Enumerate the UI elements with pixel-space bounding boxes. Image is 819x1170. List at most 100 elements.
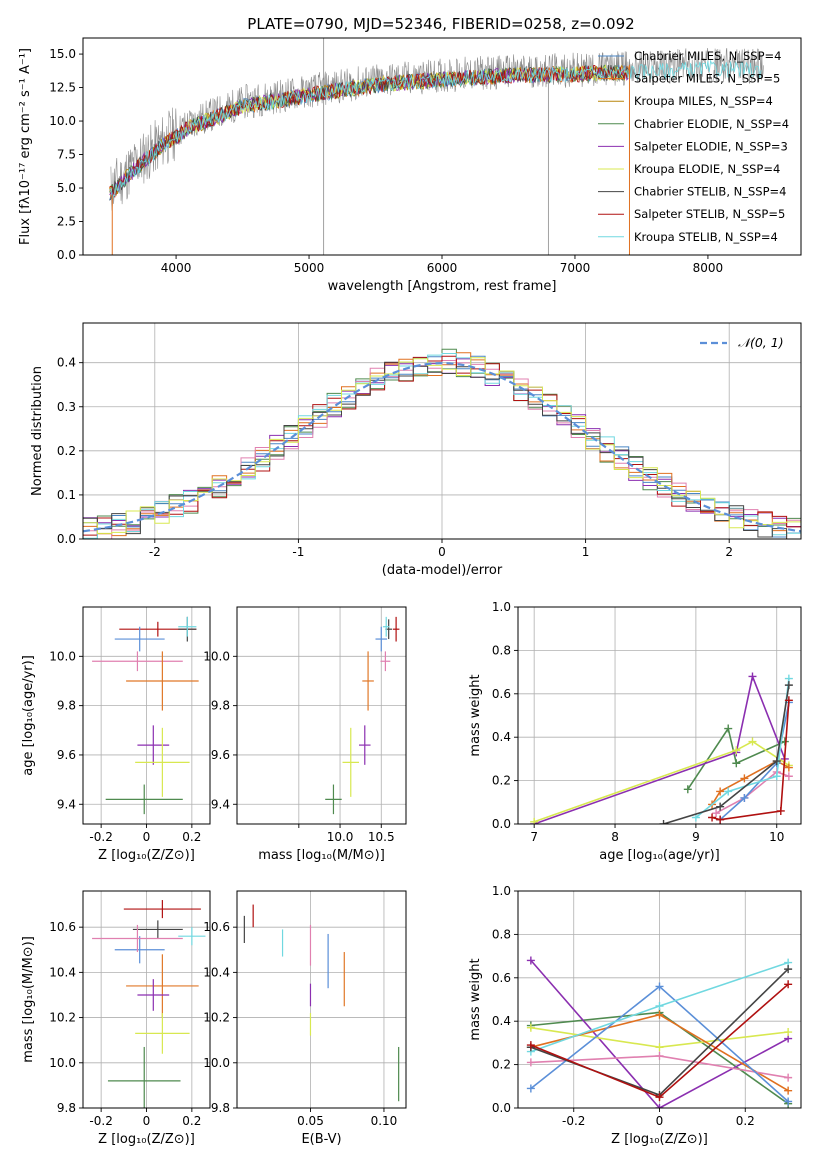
y-tick-label: 0.8	[492, 927, 511, 941]
weight-series-2	[530, 959, 789, 1108]
histogram-series-9	[83, 357, 801, 539]
y-tick-label: 0.2	[492, 774, 511, 788]
x-axis-label: (data-model)/error	[382, 563, 503, 578]
legend-label: Kroupa ELODIE, N_SSP=4	[634, 162, 780, 176]
weight-marker	[716, 787, 725, 796]
weight-marker	[683, 785, 692, 794]
x-tick-label: 0.2	[182, 1114, 201, 1128]
weight-series-1	[687, 726, 786, 790]
weight-marker	[655, 1010, 664, 1019]
plot-area	[92, 616, 199, 815]
weight-marker	[655, 1002, 664, 1011]
normal-curve-line	[83, 361, 801, 533]
y-tick-label: 0.6	[492, 687, 511, 701]
chart-ebv-mass: 0.05 0.10 9.8 10.0 10.2 10.4 10.6 E(B-V)	[203, 890, 407, 1147]
legend-label: 𝒩(0, 1)	[738, 335, 784, 350]
y-tick-label: 9.8	[57, 699, 76, 713]
y-tick-label: 7.5	[57, 148, 76, 162]
x-tick-label: -1	[292, 545, 304, 559]
weight-marker	[526, 1023, 535, 1032]
weight-marker	[748, 672, 757, 681]
y-tick-label: 0.0	[57, 248, 76, 262]
weight-marker	[526, 1058, 535, 1067]
x-axis-label: Z [log₁₀(Z/Z⊙)]	[98, 848, 195, 863]
plot-area	[526, 956, 793, 1108]
legend-label: Kroupa MILES, N_SSP=4	[634, 94, 773, 108]
weight-marker	[526, 1041, 535, 1050]
x-tick-label: 8	[611, 830, 619, 844]
y-tick-label: 9.4	[57, 797, 76, 811]
weight-series-3	[533, 740, 790, 823]
chart-z-age: -0.2 0 0.2 9.4 9.6 9.8 10.0 Z [log₁₀(Z/Z⊙)] age …	[21, 606, 211, 863]
legend-label: Salpeter STELIB, N_SSP=5	[634, 207, 785, 221]
plot-area	[325, 616, 400, 815]
plot-area	[530, 672, 793, 824]
figure-title: PLATE=0790, MJD=52346, FIBERID=0258, z=0…	[247, 15, 634, 33]
weight-marker	[784, 1073, 793, 1082]
y-tick-label: 0.8	[492, 643, 511, 657]
axes-frame	[236, 606, 407, 825]
y-tick-label: 10.0	[49, 1056, 76, 1070]
chart-spectrum: 4000 5000 6000 7000 8000 0.0 2.5 5.0 7.5 10.0 12.5…	[18, 37, 802, 294]
x-axis-label: E(B-V)	[301, 1132, 341, 1147]
weight-marker	[740, 774, 749, 783]
weight-marker	[784, 681, 793, 690]
weight-marker	[784, 696, 793, 705]
model-spectrum-9	[109, 59, 762, 200]
chart-age-weight: 7 8 9 10 0.0 0.2 0.4 0.6 0.8 1.0 age [log₁₀(age/yr…	[468, 600, 802, 863]
y-tick-label: 10.0	[49, 114, 76, 128]
x-tick-label: 1	[582, 545, 590, 559]
y-axis-label: mass weight	[468, 674, 483, 756]
x-tick-label: 0.2	[736, 1114, 755, 1128]
y-tick-label: 0.4	[492, 1014, 511, 1028]
x-tick-label: -0.2	[89, 1114, 112, 1128]
x-tick-label: -0.2	[89, 830, 112, 844]
weight-marker	[784, 772, 793, 781]
x-tick-label: 7	[530, 830, 538, 844]
weight-marker	[784, 763, 793, 772]
weight-marker	[526, 956, 535, 965]
y-tick-label: 0.4	[57, 356, 76, 370]
x-tick-label: 2	[725, 545, 733, 559]
y-tick-label: 10.0	[49, 649, 76, 663]
y-tick-label: 9.8	[211, 699, 230, 713]
weight-marker	[712, 809, 721, 818]
y-tick-label: 10.4	[203, 965, 230, 979]
y-axis-label: mass weight	[468, 958, 483, 1040]
x-axis-label: age [log₁₀(age/yr)]	[599, 848, 720, 863]
chart-mass-age: 10.0 10.5 9.4 9.6 9.8 10.0 mass [log₁₀(M/M⊙)]	[203, 606, 407, 863]
y-tick-label: 1.0	[492, 600, 511, 614]
weight-marker	[784, 1086, 793, 1095]
weight-marker	[772, 772, 781, 781]
y-tick-label: 0.0	[492, 1101, 511, 1115]
y-tick-label: 2.5	[57, 215, 76, 229]
y-axis-label: mass [log₁₀(M/M⊙)]	[21, 936, 36, 1063]
x-tick-label: 9	[692, 830, 700, 844]
weight-marker	[655, 1043, 664, 1052]
x-axis-label: wavelength [Angstrom, rest frame]	[328, 279, 557, 294]
x-tick-label: 0	[143, 1114, 151, 1128]
legend-label: Salpeter ELODIE, N_SSP=3	[634, 139, 788, 153]
weight-marker	[740, 793, 749, 802]
y-axis-label: Normed distribution	[30, 366, 45, 496]
y-tick-label: 0.0	[492, 817, 511, 831]
y-tick-label: 10.0	[203, 649, 230, 663]
weight-marker	[716, 802, 725, 811]
plot-area	[243, 904, 400, 1102]
y-tick-label: 10.6	[203, 920, 230, 934]
weight-marker	[748, 737, 757, 746]
x-tick-label: -0.2	[562, 1114, 585, 1128]
weight-marker	[724, 724, 733, 733]
y-tick-label: 9.4	[211, 797, 230, 811]
weight-marker	[716, 815, 725, 824]
weight-marker	[655, 1051, 664, 1060]
weight-marker	[732, 759, 741, 768]
plot-area	[83, 348, 801, 539]
weight-marker	[784, 980, 793, 989]
y-tick-label: 0.1	[57, 488, 76, 502]
y-tick-label: 5.0	[57, 181, 76, 195]
weight-series-7	[695, 678, 790, 819]
y-tick-label: 15.0	[49, 47, 76, 61]
y-tick-label: 10.2	[49, 1011, 76, 1025]
weight-series-2	[533, 673, 786, 824]
